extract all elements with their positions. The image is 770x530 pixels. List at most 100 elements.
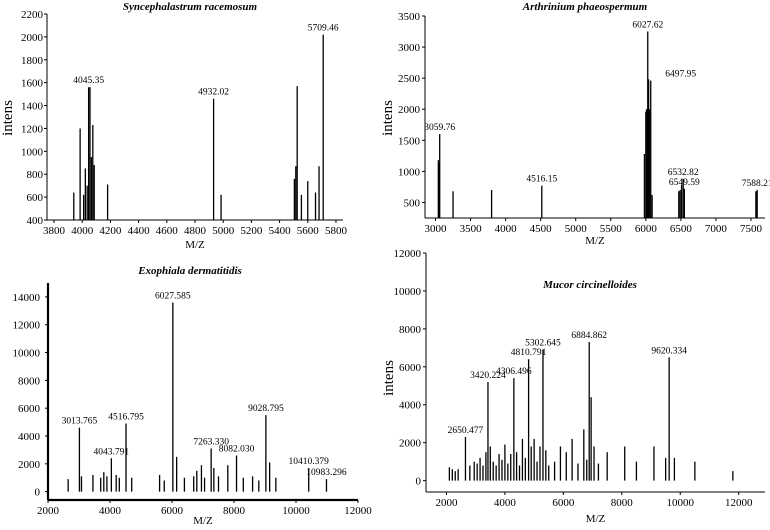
peak-label: 7588.21 bbox=[742, 179, 770, 189]
x-tick-label: 4000 bbox=[99, 505, 122, 517]
x-tick-label: 5400 bbox=[269, 225, 292, 237]
x-tick-label: 4200 bbox=[99, 225, 122, 237]
x-axis-title: M/Z bbox=[586, 513, 606, 525]
peak-label: 4516.795 bbox=[108, 412, 144, 422]
x-tick-label: 7000 bbox=[705, 223, 728, 235]
chart-title: Mucor circinelloides bbox=[542, 279, 637, 291]
x-tick-label: 5000 bbox=[212, 225, 235, 237]
y-axis-title: intens bbox=[0, 100, 16, 136]
y-tick-label: 2000 bbox=[399, 438, 422, 450]
y-tick-label: 2200 bbox=[21, 9, 44, 21]
x-tick-label: 4800 bbox=[184, 225, 207, 237]
y-tick-label: 12000 bbox=[394, 248, 422, 260]
peak-label: 3013.765 bbox=[62, 417, 98, 427]
x-tick-label: 2000 bbox=[435, 497, 458, 509]
x-tick-label: 6000 bbox=[635, 223, 658, 235]
peak-label: 2650.477 bbox=[448, 426, 484, 436]
x-tick-label: 5500 bbox=[600, 223, 623, 235]
y-tick-label: 1800 bbox=[21, 55, 44, 67]
x-tick-label: 4500 bbox=[530, 223, 553, 235]
y-tick-label: 8000 bbox=[18, 375, 41, 387]
peak-label: 5302.645 bbox=[525, 339, 561, 349]
x-tick-label: 6000 bbox=[161, 505, 184, 517]
x-tick-label: 10000 bbox=[282, 505, 310, 517]
spectrum-panel: 0 2000 4000 6000 8000 10000 12000 14000 2000 4000… bbox=[13, 265, 373, 527]
x-tick-label: 3000 bbox=[425, 223, 448, 235]
peak-label: 4043.791 bbox=[94, 447, 130, 457]
peak-label: 6497.95 bbox=[665, 70, 696, 80]
peak-label: 9620.334 bbox=[651, 346, 687, 356]
y-tick-label: 0 bbox=[35, 487, 41, 499]
x-tick-label: 7500 bbox=[740, 223, 763, 235]
peak-label: 4810.791 bbox=[511, 348, 547, 358]
y-tick-label: 4000 bbox=[399, 400, 422, 412]
x-tick-label: 10000 bbox=[667, 497, 695, 509]
x-tick-label: 5600 bbox=[297, 225, 320, 237]
y-axis-title: intens bbox=[381, 360, 397, 396]
peak-label: 8082.030 bbox=[219, 444, 255, 454]
peak-label: 4516.15 bbox=[526, 175, 557, 185]
y-tick-label: 3000 bbox=[398, 42, 421, 54]
y-tick-label: 3500 bbox=[398, 11, 421, 23]
peak-label: 6884.862 bbox=[571, 331, 607, 341]
y-tick-label: 4000 bbox=[18, 431, 41, 443]
chart-title: Exophiala dermatitidis bbox=[137, 265, 242, 277]
peak-label: 3420.224 bbox=[470, 371, 506, 381]
x-tick-label: 12000 bbox=[725, 497, 753, 509]
peak-label: 4932.02 bbox=[198, 88, 229, 98]
y-tick-label: 0 bbox=[416, 476, 422, 488]
x-tick-label: 6500 bbox=[670, 223, 693, 235]
y-tick-label: 1200 bbox=[21, 123, 44, 135]
peak-label: 4045.35 bbox=[73, 76, 104, 86]
x-tick-label: 4600 bbox=[156, 225, 179, 237]
y-tick-label: 12000 bbox=[13, 320, 41, 332]
peak-label: 6027.62 bbox=[632, 21, 663, 31]
y-tick-label: 500 bbox=[404, 197, 421, 209]
peak-label: 7263.330 bbox=[193, 438, 229, 448]
x-tick-label: 4400 bbox=[128, 225, 151, 237]
chart-title: Arthrinium phaeospermum bbox=[522, 1, 648, 13]
spectrum-panel: 400 600 800 1000 1200 1400 1600 1800 2000 2200 380… bbox=[0, 1, 347, 251]
x-axis-title: M/Z bbox=[585, 235, 605, 247]
peak-label: 5709.46 bbox=[308, 24, 339, 34]
y-tick-label: 2000 bbox=[21, 32, 44, 44]
y-tick-label: 14000 bbox=[13, 292, 41, 304]
peak-label: 10410.379 bbox=[289, 457, 330, 467]
y-tick-label: 1400 bbox=[21, 101, 44, 113]
y-tick-label: 8000 bbox=[399, 324, 422, 336]
y-tick-label: 400 bbox=[27, 215, 44, 227]
y-tick-label: 2500 bbox=[398, 73, 421, 85]
y-tick-label: 6000 bbox=[18, 403, 41, 415]
x-tick-label: 2000 bbox=[37, 505, 60, 517]
x-axis-title: M/Z bbox=[185, 239, 205, 251]
peak-label: 6532.82 bbox=[668, 168, 699, 178]
x-tick-label: 8000 bbox=[223, 505, 246, 517]
x-tick-label: 4000 bbox=[494, 497, 517, 509]
x-tick-label: 5200 bbox=[240, 225, 263, 237]
x-axis-title: M/Z bbox=[193, 515, 213, 527]
x-tick-label: 3800 bbox=[43, 225, 66, 237]
y-tick-label: 1600 bbox=[21, 78, 44, 90]
spectrum-panel: 500 1000 1500 2000 2500 3000 3500 3000 3500 4000 4… bbox=[380, 1, 770, 247]
y-tick-label: 1000 bbox=[21, 146, 44, 158]
x-tick-label: 8000 bbox=[611, 497, 634, 509]
y-tick-label: 1500 bbox=[398, 135, 421, 147]
y-tick-label: 1000 bbox=[398, 166, 421, 178]
y-tick-label: 10000 bbox=[13, 348, 41, 360]
x-tick-label: 5800 bbox=[325, 225, 348, 237]
x-tick-label: 3500 bbox=[460, 223, 483, 235]
y-tick-label: 10000 bbox=[394, 286, 422, 298]
peak-label: 6027.585 bbox=[155, 291, 191, 301]
y-tick-label: 6000 bbox=[399, 362, 422, 374]
y-tick-label: 2000 bbox=[18, 459, 41, 471]
y-tick-label: 2000 bbox=[398, 104, 421, 116]
peak-label: 6549.59 bbox=[669, 178, 700, 188]
peak-label: 10983.296 bbox=[306, 468, 347, 478]
x-tick-label: 12000 bbox=[344, 505, 372, 517]
peak-label: 3059.76 bbox=[424, 123, 455, 133]
y-axis-title: intens bbox=[380, 100, 396, 136]
peak-label: 4306.496 bbox=[496, 367, 532, 377]
chart-title: Syncephalastrum racemosum bbox=[123, 1, 258, 13]
peak-label: 9028.795 bbox=[248, 404, 284, 414]
